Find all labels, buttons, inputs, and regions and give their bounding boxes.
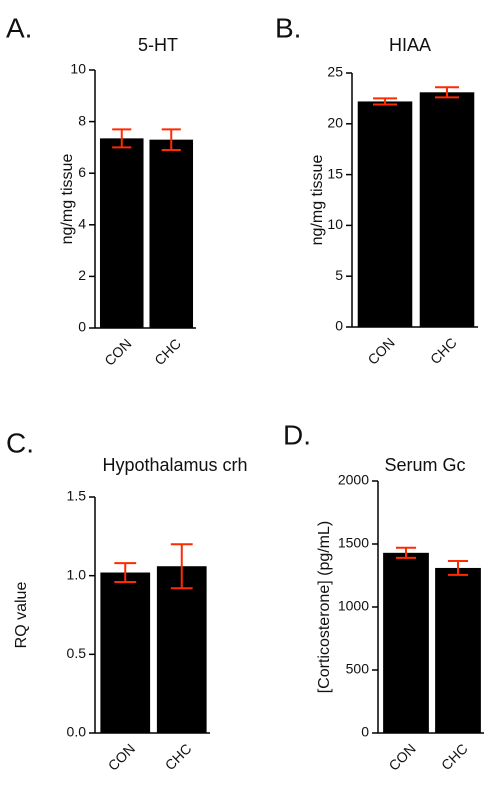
y-tick-label: 0 [361, 724, 369, 740]
error-bar [112, 128, 132, 149]
y-tick-label: 25 [327, 64, 343, 80]
panel-label: D. [283, 419, 311, 450]
error-bar [114, 562, 137, 583]
chart-title: Hypothalamus crh [102, 455, 247, 475]
x-tick-label: CHC [151, 335, 184, 368]
error-bar [372, 97, 398, 106]
y-tick-label: 4 [78, 216, 86, 232]
x-tick-label: CHC [162, 740, 195, 773]
bar [99, 138, 144, 328]
x-tick-label: CON [105, 740, 138, 773]
y-tick-label: 6 [78, 164, 86, 180]
error-bar [395, 546, 417, 559]
y-tick-label: 1000 [338, 598, 369, 614]
y-tick-label: 15 [327, 165, 343, 181]
y-tick-label: 10 [70, 61, 86, 77]
bar [357, 101, 413, 327]
panel-label: B. [275, 12, 301, 43]
y-tick-label: 10 [327, 216, 343, 232]
bar [383, 552, 429, 733]
y-tick-label: 0.5 [67, 645, 87, 661]
y-axis-label: ng/mg tissue [59, 154, 76, 245]
y-axis-label: ng/mg tissue [309, 155, 326, 246]
x-tick-label: CHC [427, 334, 460, 367]
bar [149, 139, 194, 328]
y-tick-label: 20 [327, 115, 343, 131]
error-bar [447, 560, 469, 576]
y-tick-label: 5 [335, 267, 343, 283]
panel-label: A. [6, 12, 32, 43]
bar [100, 572, 151, 733]
x-tick-label: CHC [438, 740, 471, 773]
y-tick-label: 0.0 [67, 724, 87, 740]
y-axis-label: RQ value [13, 582, 30, 649]
y-tick-label: 1500 [338, 535, 369, 551]
y-tick-label: 0 [78, 319, 86, 335]
y-tick-label: 1.5 [67, 488, 87, 504]
y-tick-label: 2 [78, 267, 86, 283]
y-axis-label: [Corticosterone] (pg/mL) [316, 521, 333, 694]
bar [156, 566, 207, 733]
y-tick-label: 8 [78, 112, 86, 128]
bar [419, 92, 475, 327]
error-bar [434, 86, 460, 99]
panel-label: C. [6, 427, 34, 458]
error-bar [170, 543, 193, 590]
x-tick-label: CON [364, 334, 397, 367]
error-bar [161, 128, 181, 151]
y-tick-label: 1.0 [67, 566, 87, 582]
chart-title: Serum Gc [384, 455, 465, 475]
x-tick-label: CON [101, 335, 134, 368]
x-tick-label: CON [385, 740, 418, 773]
bar [435, 567, 481, 733]
chart-title: HIAA [389, 35, 431, 55]
chart-title: 5-HT [138, 35, 178, 55]
y-tick-label: 2000 [338, 472, 369, 488]
y-tick-label: 0 [335, 318, 343, 334]
y-tick-label: 500 [346, 661, 370, 677]
